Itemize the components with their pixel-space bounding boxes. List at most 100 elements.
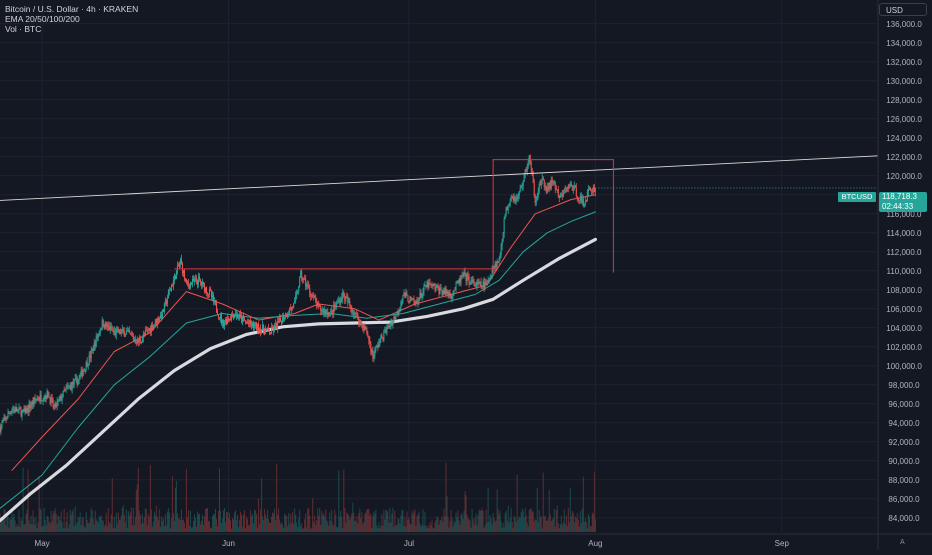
volume-bar [129, 512, 131, 532]
volume-bar [493, 517, 495, 532]
candle-body [5, 417, 7, 420]
candle-body [396, 311, 398, 316]
candle-body [204, 287, 206, 292]
candle-body [248, 323, 250, 325]
volume-bar [277, 514, 279, 532]
candle-body [212, 295, 214, 302]
candle-body [316, 301, 318, 307]
volume-bar [510, 507, 512, 532]
volume-bar [316, 520, 318, 532]
volume-bar [487, 487, 489, 532]
candle-body [576, 196, 578, 199]
candle-body [500, 245, 502, 255]
candle-body [481, 285, 483, 287]
y-tick-label: 100,000.0 [886, 362, 922, 371]
auto-scale-button[interactable]: A [900, 539, 905, 546]
volume-bar [524, 508, 526, 532]
volume-bar [164, 514, 166, 532]
volume-bar [576, 513, 578, 532]
y-tick-label: 88,000.0 [888, 476, 920, 485]
candle-body [88, 355, 90, 365]
y-tick-label: 134,000.0 [886, 39, 922, 48]
candle-body [457, 281, 459, 284]
candle-body [126, 330, 128, 332]
volume-bar [363, 521, 365, 532]
volume-bar [502, 522, 504, 532]
volume-bar [87, 523, 89, 532]
candle-body [529, 155, 531, 163]
volume-bar [425, 526, 427, 532]
volume-bar [372, 516, 374, 532]
volume-bar [309, 515, 311, 532]
volume-bar [311, 527, 313, 532]
volume-bar [337, 527, 339, 532]
candle-body [546, 186, 548, 193]
candle-body [116, 328, 118, 330]
volume-bar [453, 520, 455, 532]
candle-body [498, 259, 500, 263]
volume-bar [100, 515, 102, 532]
candle-body [136, 338, 138, 344]
volume-bar [106, 526, 108, 532]
candle-body [142, 333, 144, 339]
candle-body [490, 276, 492, 278]
candle-body [414, 303, 416, 304]
volume-bar [378, 522, 380, 532]
trendline[interactable] [0, 155, 879, 201]
volume-bar [435, 520, 437, 532]
candle-body [237, 314, 239, 318]
candle-body [133, 339, 135, 341]
volume-bar [207, 520, 209, 532]
candle-body [214, 300, 216, 304]
currency-button[interactable]: USD [879, 3, 927, 16]
volume-bar [172, 513, 174, 532]
candle-body [418, 298, 420, 304]
volume-bar [481, 508, 483, 532]
volume-bar [552, 517, 554, 532]
volume-bar [412, 514, 414, 532]
volume-bar [394, 510, 396, 532]
volume-bar [352, 502, 354, 532]
volume-bar [431, 519, 433, 532]
legend-volume[interactable]: Vol · BTC [5, 24, 42, 34]
candle-body [584, 201, 586, 205]
volume-bar [115, 513, 117, 532]
candle-body [178, 263, 180, 267]
candle-body [400, 302, 402, 307]
candle-body [270, 333, 272, 335]
volume-bar [448, 527, 450, 532]
volume-bar [288, 512, 290, 532]
candle-body [223, 319, 225, 327]
candle-body [394, 316, 396, 320]
candle-body [406, 293, 408, 296]
volume-bar [399, 523, 401, 532]
candle-body [378, 343, 380, 347]
candle-body [460, 276, 462, 283]
volume-bar [208, 521, 210, 532]
volume-bar [114, 528, 116, 532]
candle-body [45, 396, 47, 399]
volume-bar [40, 509, 42, 532]
legend-ema[interactable]: EMA 20/50/100/200 [5, 14, 80, 24]
volume-bar [192, 521, 194, 532]
volume-bar [41, 526, 43, 532]
volume-bar [403, 525, 405, 532]
candle-body [68, 386, 70, 387]
candle-body [158, 318, 160, 322]
volume-bar [522, 511, 524, 532]
volume-bar [529, 509, 531, 532]
volume-bar [25, 513, 27, 532]
candle-body [238, 317, 240, 319]
candle-body [264, 330, 266, 335]
candle-body [446, 291, 448, 295]
candle-body [0, 425, 2, 432]
candle-body [343, 292, 345, 296]
volume-bar [62, 528, 64, 532]
range-box[interactable] [492, 159, 614, 273]
candle-body [522, 181, 524, 186]
candle-body [321, 310, 323, 312]
volume-bar [170, 518, 172, 532]
candle-body [269, 330, 271, 334]
